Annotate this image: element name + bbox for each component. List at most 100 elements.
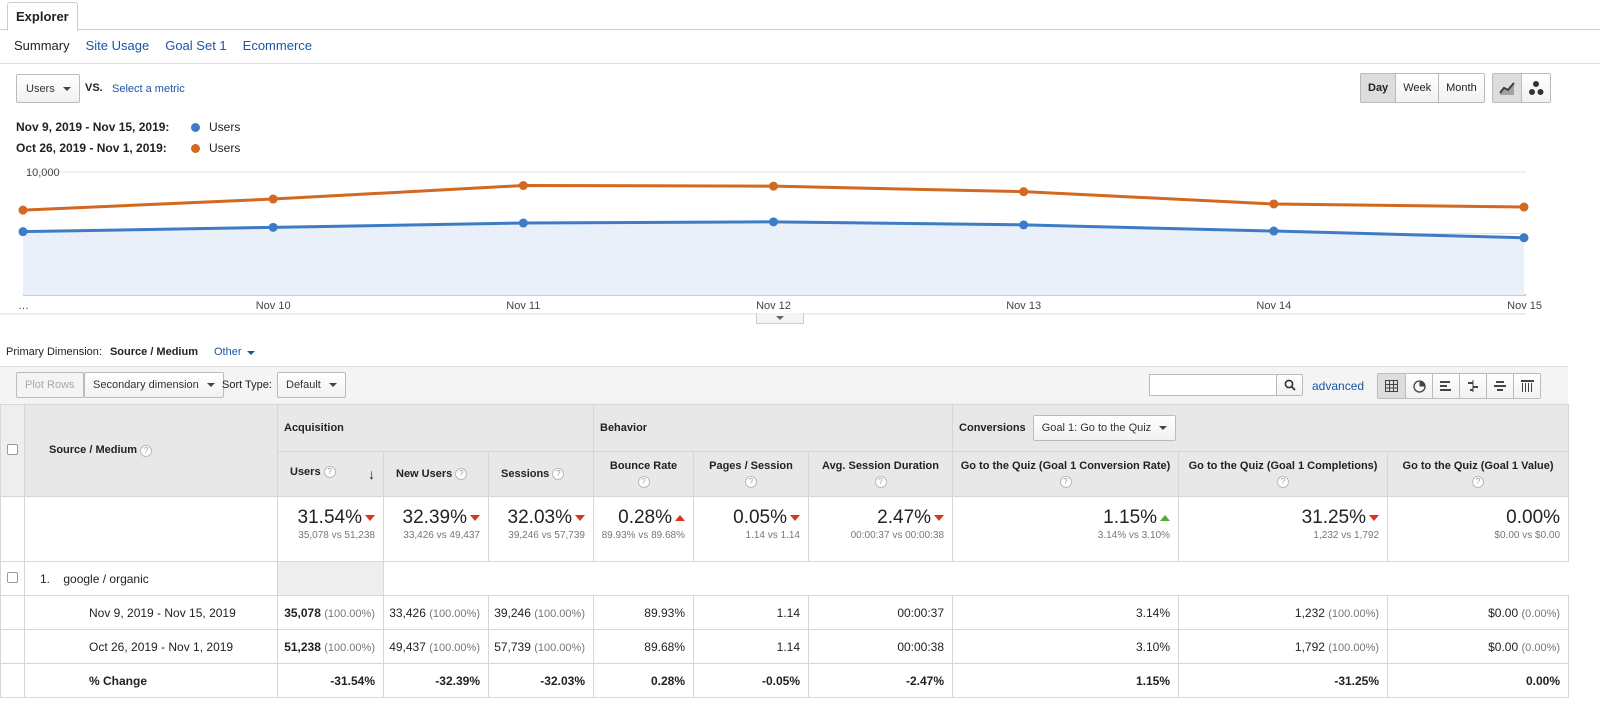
change-label: % Change — [24, 663, 278, 698]
row-spacer — [382, 561, 1569, 596]
summary-cell: 31.25% 1,232 vs 1,792 — [1178, 496, 1389, 562]
data-point — [769, 181, 778, 191]
help-icon[interactable]: ? — [1059, 476, 1072, 489]
column-header[interactable]: Avg. Session Duration? — [807, 451, 954, 497]
column-header[interactable]: Users ? ↓ — [277, 451, 384, 497]
row-index: 1. — [40, 571, 51, 586]
chart-collapse-handle[interactable] — [756, 313, 804, 324]
column-header[interactable]: Go to the Quiz (Goal 1 Completions)? — [1178, 451, 1389, 497]
data-point — [1269, 226, 1279, 236]
row-spacer — [277, 561, 384, 596]
table-search-input[interactable] — [1149, 374, 1277, 396]
help-icon[interactable]: ? — [1472, 476, 1485, 489]
row-blank — [0, 663, 25, 698]
table-cell: 3.14% — [952, 595, 1180, 630]
help-icon[interactable]: ? — [1277, 476, 1290, 489]
chevron-down-icon — [776, 316, 784, 320]
help-icon[interactable]: ? — [874, 476, 887, 489]
data-point — [1019, 187, 1029, 197]
bar-chart-icon[interactable] — [1432, 374, 1459, 398]
table-row: 1. google / organic — [0, 561, 1569, 596]
dimension-other[interactable]: Other — [214, 346, 255, 358]
help-icon[interactable]: ? — [637, 476, 650, 489]
line-chart-icon[interactable] — [1493, 74, 1521, 102]
column-header-label: Go to the Quiz (Goal 1 Completions) — [1188, 459, 1378, 472]
secondary-dimension-select[interactable]: Secondary dimension — [84, 372, 224, 398]
motion-chart-icon[interactable] — [1521, 74, 1550, 102]
granularity-week[interactable]: Week — [1395, 74, 1439, 102]
subtab-summary[interactable]: Summary — [14, 38, 70, 53]
term-cloud-icon[interactable] — [1486, 374, 1513, 398]
summary-comparison: 39,246 vs 57,739 — [508, 530, 585, 541]
help-icon[interactable]: ? — [455, 468, 468, 481]
row-checkbox-cell — [0, 561, 25, 596]
column-header[interactable]: New Users ? — [383, 451, 489, 497]
cell-percent: (100.00%) — [1328, 607, 1380, 620]
row-checkbox[interactable] — [7, 571, 18, 583]
table-grid-icon[interactable] — [1378, 374, 1405, 398]
subtab-ecommerce[interactable]: Ecommerce — [242, 38, 313, 53]
arrow-up-icon — [675, 515, 685, 521]
cell-value: 00:00:37 — [897, 605, 945, 620]
area-fill — [23, 221, 1524, 295]
column-header-label: New Users — [396, 467, 453, 480]
chevron-down-icon — [206, 383, 215, 387]
column-header[interactable]: Go to the Quiz (Goal 1 Value)? — [1387, 451, 1570, 497]
dimension-header-label: Source / Medium — [49, 444, 138, 457]
summary-blank — [0, 496, 25, 562]
help-icon[interactable]: ? — [140, 444, 153, 457]
change-cell: -0.05% — [693, 663, 809, 698]
granularity-toggle: Day Week Month — [1360, 73, 1485, 103]
data-point — [268, 194, 278, 204]
table-row-period: Nov 9, 2019 - Nov 15, 2019 35,078 (100.0… — [0, 595, 1570, 630]
table-cell: 1,232 (100.00%) — [1178, 595, 1389, 630]
pie-chart-icon[interactable] — [1405, 374, 1432, 398]
chart-type-toggle — [1492, 73, 1551, 103]
chevron-down-icon — [62, 86, 71, 91]
select-metric-link[interactable]: Select a metric — [112, 83, 185, 95]
cell-value: 35,078 — [284, 605, 321, 620]
column-header[interactable]: Pages / Session? — [693, 451, 809, 497]
subtab-goal-set-1[interactable]: Goal Set 1 — [165, 38, 227, 53]
table-cell: 1.14 — [693, 629, 809, 664]
granularity-month[interactable]: Month — [1438, 74, 1484, 102]
help-icon[interactable]: ? — [552, 468, 565, 481]
cell-value: 00:00:38 — [897, 639, 945, 654]
column-header[interactable]: Sessions ? — [488, 451, 594, 497]
column-header[interactable]: Bounce Rate? — [593, 451, 694, 497]
table-cell: 57,739 (100.00%) — [488, 629, 594, 664]
summary-comparison: 1,232 vs 1,792 — [1313, 530, 1380, 541]
cell-percent: (100.00%) — [429, 607, 480, 620]
help-icon[interactable]: ? — [745, 476, 757, 489]
change-cell: -31.25% — [1178, 663, 1389, 698]
table-cell: 35,078 (100.00%) — [277, 595, 384, 630]
column-header-label: Bounce Rate — [609, 459, 678, 472]
column-header[interactable]: Go to the Quiz (Goal 1 Conversion Rate)? — [952, 451, 1180, 497]
goal-select[interactable]: Goal 1: Go to the Quiz — [1032, 415, 1177, 441]
chevron-down-icon — [1159, 426, 1168, 430]
subtab-site-usage[interactable]: Site Usage — [85, 38, 150, 53]
comparison-icon[interactable] — [1459, 374, 1486, 398]
tab-explorer[interactable]: Explorer — [7, 2, 78, 31]
dimension-source-medium[interactable]: Source / Medium — [109, 346, 198, 358]
column-header-label: Sessions — [501, 467, 550, 480]
data-point — [18, 227, 28, 237]
chevron-down-icon — [246, 351, 255, 355]
metric-select[interactable]: Users — [16, 74, 80, 103]
summary-comparison: 3.14% vs 3.10% — [1097, 530, 1171, 541]
legend-current: Nov 9, 2019 - Nov 15, 2019: Users — [16, 120, 240, 134]
advanced-filter-link[interactable]: advanced — [1312, 379, 1365, 393]
search-button[interactable] — [1276, 374, 1303, 396]
help-icon[interactable]: ? — [323, 466, 336, 479]
summary-comparison: 89.93% vs 89.68% — [601, 530, 685, 541]
dimension-header[interactable]: Source / Medium ? — [24, 404, 278, 497]
sort-type-select[interactable]: Default — [277, 372, 346, 398]
granularity-day[interactable]: Day — [1361, 74, 1396, 102]
plot-rows-button[interactable]: Plot Rows — [16, 372, 84, 398]
pivot-icon[interactable] — [1513, 374, 1540, 398]
select-all-checkbox[interactable] — [7, 443, 18, 455]
x-tick-label: Nov 10 — [256, 300, 291, 312]
row-dimension-value[interactable]: google / organic — [63, 571, 149, 586]
arrow-down-icon — [575, 515, 585, 521]
column-header-label: Avg. Session Duration — [822, 459, 939, 472]
